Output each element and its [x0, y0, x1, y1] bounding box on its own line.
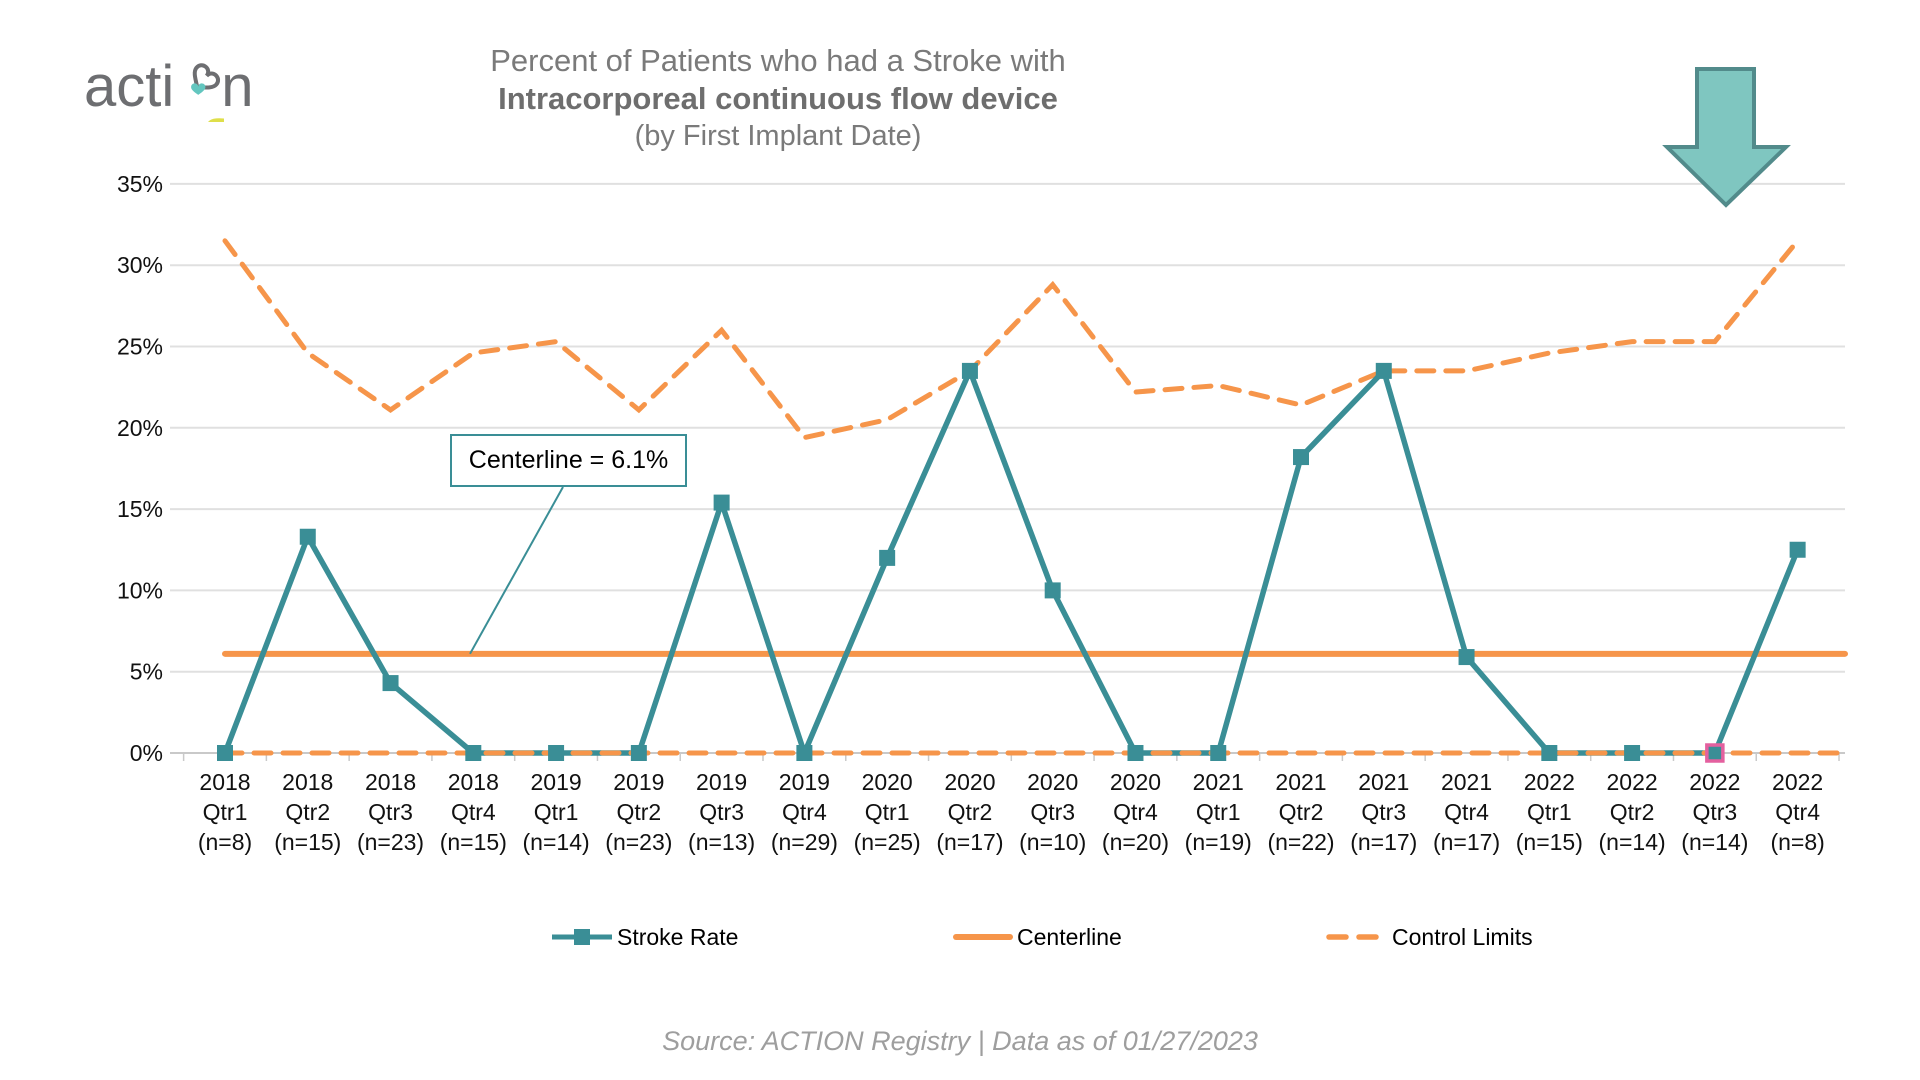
legend-label: Control Limits	[1392, 923, 1533, 950]
x-axis-label: 2021 Qtr1 (n=19)	[1185, 769, 1252, 855]
x-axis-label: 2018 Qtr4 (n=15)	[440, 769, 507, 855]
title-line-2: Intracorporeal continuous flow device	[498, 81, 1058, 116]
y-axis-label: 30%	[117, 252, 163, 278]
callout-leader-line	[469, 486, 564, 655]
x-axis-label: 2022 Qtr1 (n=15)	[1516, 769, 1583, 855]
title-line-3: (by First Implant Date)	[634, 120, 922, 152]
stroke-rate-swatch-icon	[552, 929, 612, 945]
down-arrow-icon	[1662, 67, 1791, 208]
data-point-marker	[879, 549, 896, 566]
data-point-marker	[382, 675, 399, 692]
y-axis-label: 25%	[117, 334, 163, 360]
x-axis-label: 2021 Qtr3 (n=17)	[1350, 769, 1417, 855]
legend-label: Centerline	[1017, 923, 1122, 950]
control-limits-swatch-icon	[1326, 934, 1388, 940]
chart-title: Percent of Patients who had a Stroke wit…	[298, 42, 1258, 154]
x-axis-label: 2021 Qtr4 (n=17)	[1433, 769, 1500, 855]
source-caption: Source: ACTION Registry | Data as of 01/…	[662, 1026, 1258, 1056]
data-point-marker	[1127, 745, 1144, 761]
y-axis-label: 5%	[130, 659, 163, 685]
logo-text-after: n	[221, 53, 254, 119]
data-point-marker	[1458, 649, 1475, 666]
y-axis-label: 10%	[117, 577, 163, 603]
legend-item-centerline: Centerline	[953, 924, 1122, 950]
logo-hearts-icon	[191, 63, 225, 122]
x-axis-label: 2022 Qtr3 (n=14)	[1681, 769, 1748, 855]
x-axis-label: 2019 Qtr1 (n=14)	[523, 769, 590, 855]
y-axis-label: 20%	[117, 415, 163, 441]
data-point-marker	[1375, 362, 1392, 379]
action-logo: acti n	[84, 50, 254, 122]
centerline-swatch-icon	[953, 934, 1013, 940]
legend-item-stroke-rate: Stroke Rate	[551, 924, 738, 950]
data-point-marker	[961, 362, 978, 379]
x-axis-label: 2018 Qtr3 (n=23)	[357, 769, 424, 855]
x-axis-label: 2020 Qtr4 (n=20)	[1102, 769, 1169, 855]
data-point-marker	[1044, 582, 1061, 599]
data-point-marker	[1210, 745, 1227, 761]
x-axis-label: 2019 Qtr3 (n=13)	[688, 769, 755, 855]
y-axis-label: 35%	[117, 171, 163, 197]
data-point-marker	[299, 528, 316, 545]
x-axis-label: 2020 Qtr2 (n=17)	[936, 769, 1003, 855]
data-point-marker	[1293, 449, 1310, 466]
upper-control-limit-line	[222, 238, 1801, 441]
highlighted-data-point-marker	[1705, 743, 1725, 763]
x-axis-label: 2021 Qtr2 (n=22)	[1267, 769, 1334, 855]
x-axis-label: 2022 Qtr4 (n=8)	[1770, 769, 1824, 855]
x-axis-label: 2022 Qtr2 (n=14)	[1599, 769, 1666, 855]
x-axis-label: 2020 Qtr3 (n=10)	[1019, 769, 1086, 855]
title-line-1: Percent of Patients who had a Stroke wit…	[490, 43, 1066, 78]
y-axis-label: 15%	[117, 496, 163, 522]
x-axis-label: 2020 Qtr1 (n=25)	[854, 769, 921, 855]
data-point-marker	[630, 745, 647, 761]
data-point-marker	[217, 745, 233, 761]
x-axis-label: 2019 Qtr2 (n=23)	[605, 769, 672, 855]
y-axis-label: 0%	[130, 740, 163, 766]
data-point-marker	[465, 745, 482, 761]
data-point-marker	[1541, 745, 1558, 761]
x-axis-label: 2019 Qtr4 (n=29)	[771, 769, 838, 855]
centerline-callout: Centerline = 6.1%	[450, 434, 687, 487]
x-axis-label: 2018 Qtr2 (n=15)	[274, 769, 341, 855]
data-point-marker	[796, 745, 813, 761]
legend-item-control-limits: Control Limits	[1326, 924, 1533, 950]
x-axis-label: 2018 Qtr1 (n=8)	[198, 769, 252, 855]
data-point-marker	[548, 745, 565, 761]
legend-label: Stroke Rate	[617, 923, 739, 950]
data-point-marker	[713, 494, 730, 511]
data-point-marker	[1624, 745, 1641, 761]
logo-text-before: acti	[84, 53, 175, 119]
data-point-marker	[1789, 541, 1806, 558]
